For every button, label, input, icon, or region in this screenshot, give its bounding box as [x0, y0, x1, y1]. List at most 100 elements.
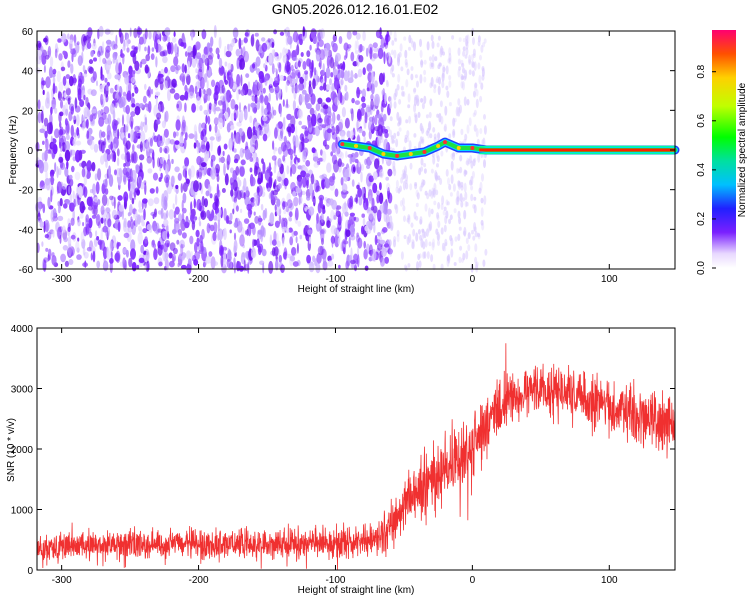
noise-cell [229, 142, 232, 152]
noise-cell [152, 132, 155, 138]
noise-cell [144, 64, 149, 74]
noise-cell [245, 186, 249, 197]
noise-cell [273, 246, 279, 257]
x-tick-label: 0 [470, 575, 476, 586]
noise-cell [174, 140, 180, 145]
noise-cell [370, 94, 374, 101]
noise-cell [330, 151, 334, 157]
noise-cell [243, 177, 247, 191]
noise-cell [463, 75, 467, 81]
noise-cell [164, 147, 168, 154]
noise-cell [163, 80, 169, 90]
noise-cell [209, 47, 213, 53]
noise-cell [233, 257, 236, 266]
noise-cell [268, 260, 274, 274]
noise-cell [228, 76, 231, 87]
x-tick-label: -100 [325, 575, 345, 586]
noise-cell [330, 209, 335, 221]
noise-cell [282, 116, 286, 130]
noise-cell [479, 54, 482, 61]
noise-cell [144, 182, 147, 195]
noise-cell [144, 116, 148, 126]
noise-cell [42, 89, 45, 95]
noise-cell [182, 192, 187, 204]
noise-cell [290, 153, 293, 160]
noise-cell [44, 130, 48, 139]
noise-cell [247, 262, 250, 274]
noise-cell [39, 128, 45, 134]
noise-cell [281, 226, 288, 231]
noise-cell [75, 240, 80, 252]
noise-cell [415, 202, 419, 208]
noise-cell [100, 217, 104, 224]
noise-cell [102, 225, 108, 233]
noise-cell [144, 103, 149, 108]
noise-cell [460, 81, 464, 89]
noise-cell [340, 132, 345, 141]
noise-cell [155, 119, 161, 125]
noise-cell [367, 207, 371, 212]
noise-cell [130, 129, 135, 142]
noise-cell [117, 195, 123, 201]
noise-cell [306, 195, 311, 201]
noise-cell [231, 38, 235, 45]
noise-cell [264, 74, 268, 86]
noise-cell [389, 30, 393, 36]
spectrogram-x-ticks: -300 -200 -100 0 100 [52, 31, 618, 285]
noise-cell [75, 42, 80, 54]
noise-cell [169, 139, 175, 145]
noise-cell [180, 183, 183, 194]
noise-cell [468, 54, 472, 64]
noise-cell [342, 202, 348, 215]
noise-cell [458, 256, 462, 263]
noise-cell [50, 189, 53, 203]
noise-cell [218, 57, 223, 68]
noise-cell [240, 89, 246, 96]
noise-cell [236, 190, 242, 200]
noise-cell [383, 51, 386, 65]
noise-cell [275, 259, 279, 271]
noise-cell [383, 113, 387, 122]
noise-cell [361, 96, 366, 103]
noise-cell [421, 125, 424, 135]
noise-cell [121, 132, 125, 139]
noise-cell [188, 91, 194, 99]
noise-cell [324, 144, 330, 150]
noise-cell [462, 67, 465, 74]
noise-cell [430, 76, 434, 87]
noise-cell [164, 27, 171, 37]
noise-cell [252, 33, 255, 38]
noise-cell [77, 185, 83, 198]
noise-cell [413, 41, 416, 52]
noise-cell [175, 119, 181, 131]
noise-cell [461, 62, 465, 68]
noise-cell [343, 42, 349, 51]
noise-cell [273, 29, 277, 35]
noise-cell [433, 200, 437, 206]
noise-cell [474, 82, 478, 89]
noise-cell [92, 250, 96, 263]
noise-cell [223, 227, 227, 241]
noise-cell [155, 186, 159, 194]
colorbar-tick-label: 0.0 [696, 261, 707, 275]
noise-cell [433, 133, 437, 140]
noise-cell [364, 265, 369, 271]
noise-cell [51, 152, 55, 160]
noise-cell [59, 121, 62, 128]
noise-cell [317, 77, 321, 83]
noise-cell [413, 103, 417, 113]
noise-cell [166, 75, 170, 81]
noise-cell [65, 74, 71, 80]
noise-cell [409, 183, 413, 191]
noise-cell [89, 196, 94, 207]
noise-cell [377, 124, 383, 137]
noise-cell [44, 150, 48, 162]
noise-cell [305, 173, 311, 178]
noise-cell [45, 138, 49, 152]
signal-hotspot [470, 146, 475, 150]
noise-cell [105, 64, 110, 71]
noise-cell [429, 221, 433, 231]
noise-cell [149, 188, 155, 194]
noise-cell [154, 208, 157, 218]
noise-cell [333, 77, 340, 90]
